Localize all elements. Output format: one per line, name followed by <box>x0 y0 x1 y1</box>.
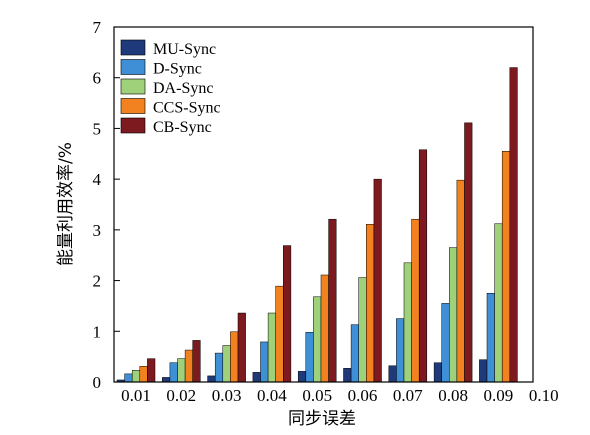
legend-swatch-mu-sync <box>120 39 146 56</box>
legend-swatch-cb-sync <box>120 117 146 134</box>
bar-cb-sync-0.03 <box>237 312 246 383</box>
x-tick-label: 0.02 <box>166 386 196 405</box>
legend-label-d-sync: D-Sync <box>153 61 202 78</box>
bar-mu-sync-0.03 <box>207 375 216 383</box>
y-tick-label: 3 <box>93 221 102 240</box>
bar-da-sync-0.02 <box>177 358 186 383</box>
x-tick-label: 0.10 <box>529 386 559 405</box>
bar-da-sync-0.03 <box>222 345 231 383</box>
bar-cb-sync-0.01 <box>147 358 156 383</box>
x-axis-title: 同步误差 <box>288 409 356 429</box>
bar-mu-sync-0.06 <box>343 368 352 383</box>
y-tick-label: 2 <box>93 272 102 291</box>
bar-d-sync-0.04 <box>260 341 269 383</box>
bar-ccs-sync-0.08 <box>456 179 465 383</box>
bar-d-sync-0.03 <box>214 352 224 383</box>
bars-layer <box>116 67 518 383</box>
bar-d-sync-0.01 <box>124 373 133 383</box>
x-tick-label: 0.06 <box>348 386 378 405</box>
bar-cb-sync-0.08 <box>464 122 473 383</box>
legend: MU-Sync D-Sync DA-Sync CCS-Sync CB-Sync <box>120 39 221 136</box>
bar-ccs-sync-0.05 <box>320 274 329 383</box>
bar-mu-sync-0.07 <box>388 365 397 383</box>
bar-ccs-sync-0.03 <box>230 331 239 383</box>
y-tick-label: 4 <box>93 170 102 189</box>
x-tick-label: 0.07 <box>393 386 423 405</box>
bar-ccs-sync-0.02 <box>184 349 193 383</box>
bar-da-sync-0.07 <box>403 262 412 383</box>
x-tick-label: 0.01 <box>121 386 151 405</box>
x-tick-label: 0.03 <box>212 386 242 405</box>
legend-label-da-sync: DA-Sync <box>153 80 213 97</box>
y-tick-label: 7 <box>93 18 102 37</box>
bar-cb-sync-0.09 <box>509 67 518 383</box>
bar-ccs-sync-0.06 <box>366 224 375 383</box>
bar-da-sync-0.04 <box>267 312 276 383</box>
bar-ccs-sync-0.04 <box>275 285 284 383</box>
bar-cb-sync-0.05 <box>328 218 337 383</box>
y-tick-label: 1 <box>93 322 102 341</box>
y-tick-label: 5 <box>93 119 102 138</box>
x-tick-label: 0.05 <box>302 386 332 405</box>
bar-d-sync-0.02 <box>169 362 178 383</box>
bar-d-sync-0.06 <box>350 324 359 383</box>
y-axis-title: 能量利用效率/% <box>56 142 76 266</box>
x-tick-label: 0.04 <box>257 386 287 405</box>
bar-da-sync-0.05 <box>313 296 322 383</box>
bar-mu-sync-0.05 <box>297 371 307 383</box>
bar-cb-sync-0.04 <box>283 245 292 383</box>
bar-ccs-sync-0.01 <box>139 366 148 383</box>
legend-label-ccs-sync: CCS-Sync <box>153 100 221 117</box>
bar-da-sync-0.06 <box>358 277 367 383</box>
plot-frame <box>113 26 534 383</box>
legend-swatch-da-sync <box>120 78 146 95</box>
bar-cb-sync-0.02 <box>192 340 201 383</box>
bar-mu-sync-0.04 <box>252 372 261 383</box>
bar-cb-sync-0.07 <box>418 149 428 383</box>
bar-d-sync-0.08 <box>441 303 450 383</box>
bar-mu-sync-0.09 <box>479 359 488 383</box>
legend-swatch-ccs-sync <box>120 98 146 114</box>
legend-label-mu-sync: MU-Sync <box>153 41 216 58</box>
bar-d-sync-0.05 <box>305 332 314 383</box>
y-tick-label: 6 <box>93 69 102 88</box>
y-tick-label: 0 <box>93 373 102 392</box>
bar-cb-sync-0.06 <box>373 178 382 383</box>
bar-mu-sync-0.08 <box>433 362 442 383</box>
ticks-layer: 0 1 2 3 4 5 6 7 0.01 0.02 0.03 0.04 0.05 0.06 0.07 0.08… <box>93 18 559 405</box>
bar-da-sync-0.01 <box>131 370 141 383</box>
legend-swatch-d-sync <box>120 59 146 75</box>
bar-d-sync-0.09 <box>486 293 495 383</box>
bar-da-sync-0.08 <box>449 247 458 383</box>
bar-da-sync-0.09 <box>494 223 503 383</box>
bar-ccs-sync-0.07 <box>411 218 420 383</box>
x-tick-label: 0.08 <box>438 386 468 405</box>
bar-d-sync-0.07 <box>396 318 405 383</box>
bar-mu-sync-0.02 <box>162 377 171 383</box>
bar-ccs-sync-0.09 <box>501 151 511 383</box>
x-tick-label: 0.09 <box>484 386 514 405</box>
legend-label-cb-sync: CB-Sync <box>153 119 212 136</box>
